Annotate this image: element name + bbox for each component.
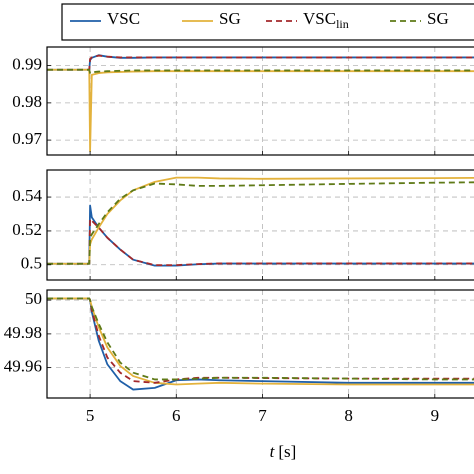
plot-area — [47, 170, 474, 280]
legend-box — [61, 3, 474, 41]
series-line — [47, 68, 474, 153]
legend: VSC SG VSClin SG — [61, 3, 474, 41]
legend-label: VSClin — [303, 9, 349, 31]
series-line — [47, 176, 474, 265]
x-label-unit: [s] — [278, 442, 296, 461]
y-tick-label: 49.98 — [4, 323, 42, 342]
legend-name: VSC — [107, 9, 140, 28]
legend-label: SG — [427, 9, 449, 28]
x-tick-label: 6 — [172, 406, 181, 425]
series-line — [47, 297, 474, 391]
legend-name: SG — [219, 9, 241, 28]
series-line — [47, 54, 474, 71]
legend-label: VSC — [107, 9, 140, 28]
y-tick-label: 0.54 — [12, 186, 42, 205]
legend-name: VSC — [303, 9, 336, 28]
series-line — [47, 297, 474, 381]
x-tick-label: 5 — [86, 406, 95, 425]
x-axis-label: t [s] — [270, 442, 297, 461]
axes-frame — [46, 169, 474, 281]
series-line — [47, 68, 474, 74]
y-tick-label: 49.96 — [4, 357, 42, 376]
y-tick-label: 50 — [25, 289, 42, 308]
legend-label: SG — [219, 9, 241, 28]
y-tick-label: 0.99 — [12, 55, 42, 74]
axes-frame — [46, 46, 474, 156]
series-line — [47, 181, 474, 265]
y-tick-label: 0.52 — [12, 220, 42, 239]
plot-area — [47, 290, 474, 398]
x-tick-label: 8 — [344, 406, 353, 425]
x-tick-label: 7 — [258, 406, 267, 425]
series-line — [47, 297, 474, 386]
y-tick-label: 0.5 — [21, 254, 42, 273]
y-tick-label: 0.98 — [12, 92, 42, 111]
legend-subscript: lin — [336, 17, 349, 31]
y-tick-label: 0.97 — [12, 129, 42, 148]
plot-area — [47, 47, 474, 155]
legend-name: SG — [427, 9, 449, 28]
series-line — [47, 204, 474, 267]
axes-frame — [46, 289, 474, 399]
x-label-var: t — [270, 442, 276, 461]
x-tick-label: 9 — [431, 406, 440, 425]
